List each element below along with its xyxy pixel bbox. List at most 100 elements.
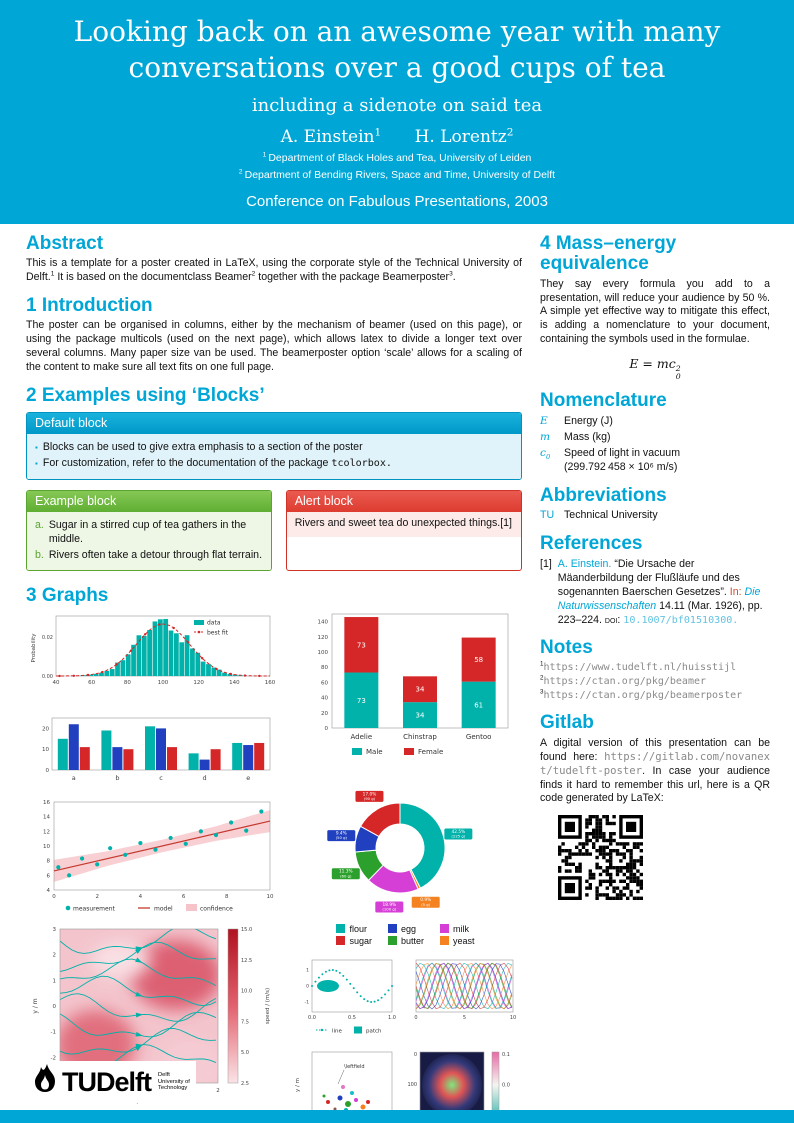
svg-text:d: d (203, 774, 207, 782)
doi-link[interactable]: 10.1007/bf01510300. (623, 614, 739, 626)
svg-text:0: 0 (53, 1004, 57, 1010)
alert-block: Alert block Rivers and sweet tea do unex… (285, 489, 522, 572)
default-block-item-1: ▪ Blocks can be used to give extra emphas… (35, 441, 363, 454)
svg-text:61: 61 (474, 701, 483, 709)
note-link-2[interactable]: https://ctan.org/pkg/beamer (543, 675, 707, 687)
svg-text:1: 1 (53, 978, 57, 984)
example-block-title: Example block (27, 490, 271, 512)
inline-code: tcolorbox. (331, 458, 392, 470)
svg-text:2.5: 2.5 (241, 1081, 249, 1087)
legend-item-sugar: sugar (336, 936, 372, 946)
legend-item-flour: flour (336, 924, 372, 934)
default-block-title: Default block (27, 413, 521, 435)
svg-text:5: 5 (463, 1015, 466, 1021)
svg-text:(100 g): (100 g) (382, 906, 396, 911)
svg-text:120: 120 (193, 680, 204, 686)
svg-text:(90 g): (90 g) (364, 796, 376, 801)
svg-text:73: 73 (356, 641, 365, 649)
example-alert-row: Example block a. Sugar in a stirred cup o… (26, 484, 522, 575)
svg-text:c: c (159, 774, 163, 782)
nomenclature-row-m: m Mass (kg) (540, 431, 611, 444)
svg-text:34: 34 (415, 686, 424, 694)
references-heading: References (540, 533, 643, 555)
mass-energy-heading: 4 Mass–energy equivalence (540, 232, 677, 275)
note-item-1: 1https://www.tudelft.nl/huisstijl (540, 660, 737, 673)
author-2: H. Lorentz2 (414, 126, 514, 147)
small-multiples-chart: -1010.00.51.0linepatch0510\leftfield-2.5… (288, 952, 523, 1123)
example-item-b: b. Rivers often take a detour through fla… (35, 548, 263, 561)
note-link-1[interactable]: https://www.tudelft.nl/huisstijl (543, 662, 737, 673)
svg-text:speed / (m/s): speed / (m/s) (265, 988, 271, 1024)
example-item-a: a. Sugar in a stirred cup of tea gathers … (35, 518, 247, 545)
svg-text:58: 58 (474, 656, 483, 664)
note-link-3[interactable]: https://ctan.org/pkg/beamerposter (543, 689, 743, 701)
affiliation-1: 1 Department of Black Holes and Tea, Uni… (262, 151, 532, 164)
svg-text:10: 10 (42, 747, 49, 753)
logo-subtext: Delft University of Technology (158, 1072, 190, 1092)
svg-text:34: 34 (415, 711, 424, 719)
footer-bar (0, 1110, 794, 1123)
svg-text:100: 100 (407, 1082, 417, 1088)
alert-block-title: Alert block (286, 490, 521, 512)
svg-text:Probability: Probability (31, 633, 37, 663)
notes-list: 1https://www.tudelft.nl/huisstijl 2https:… (540, 660, 770, 702)
svg-text:6: 6 (182, 894, 186, 900)
svg-text:16: 16 (43, 800, 50, 806)
mass-energy-formula: E = mc 2 0 (629, 356, 681, 381)
svg-text:2: 2 (95, 894, 99, 900)
svg-text:line: line (332, 1028, 343, 1034)
svg-text:0.0: 0.0 (308, 1015, 316, 1021)
svg-text:(50 g): (50 g) (336, 835, 348, 840)
svg-text:0.00: 0.00 (42, 674, 53, 680)
logo-text: TUDelft (62, 1066, 152, 1097)
author-1: A. Einstein1 (280, 126, 382, 147)
introduction-text: The poster can be organised in columns, … (26, 319, 522, 374)
poster-header: Looking back on an awesome year with man… (0, 0, 794, 224)
poster-body: Abstract This is a template for a poster… (0, 224, 794, 1123)
svg-text:40: 40 (321, 695, 328, 701)
svg-text:b: b (115, 774, 119, 782)
svg-text:2: 2 (216, 1088, 220, 1094)
svg-text:0: 0 (324, 726, 328, 732)
charts-right-column: 0 20 40 60 80 100 120 140 73 73 Adelie 34 34 Chinstra… (288, 610, 523, 1123)
svg-text:a: a (72, 774, 76, 782)
default-block-item-2: ▪ For customization, refer to the documen… (35, 457, 392, 470)
svg-text:measurement: measurement (73, 905, 116, 912)
svg-text:160: 160 (265, 680, 276, 686)
svg-text:Adelie: Adelie (350, 733, 372, 741)
svg-text:15.0: 15.0 (241, 927, 252, 933)
svg-text:4: 4 (47, 888, 51, 894)
svg-text:100: 100 (317, 650, 328, 656)
gitlab-link[interactable]: https://gitlab.com/novanext/tudelft-post… (540, 750, 770, 777)
svg-text:0: 0 (306, 983, 309, 989)
svg-text:confidence: confidence (200, 905, 233, 912)
conference-line: Conference on Fabulous Presentations, 20… (246, 192, 548, 210)
note-item-3: 3https://ctan.org/pkg/beamerposter (540, 688, 743, 701)
svg-text:10: 10 (267, 894, 274, 900)
gitlab-text: A digital version of this presentation c… (540, 736, 770, 805)
default-block-body: ▪ Blocks can be used to give extra emphas… (27, 434, 521, 479)
abstract-text: This is a template for a poster created … (26, 257, 522, 284)
tudelft-logo: TUDelft Delft University of Technology (30, 1061, 196, 1103)
legend-item-yeast: yeast (440, 936, 475, 946)
svg-text:9.4%: 9.4% (336, 830, 347, 836)
svg-text:0: 0 (46, 768, 50, 774)
svg-text:42.5%: 42.5% (452, 829, 466, 835)
svg-text:patch: patch (366, 1028, 382, 1034)
example-block: Example block a. Sugar in a stirred cup o… (26, 489, 272, 572)
svg-text:Chinstrap: Chinstrap (403, 733, 437, 741)
svg-text:140: 140 (317, 619, 328, 625)
svg-text:e: e (246, 774, 250, 782)
svg-text:18.9%: 18.9% (382, 902, 396, 908)
nomenclature-row-E: E Energy (J) (540, 414, 613, 427)
svg-text:best fit: best fit (207, 629, 229, 636)
svg-text:11.3%: 11.3% (339, 869, 353, 875)
introduction-heading: 1 Introduction (26, 294, 153, 316)
graphs-heading: 3 Graphs (26, 585, 109, 607)
nomenclature-row-c0: c0 Speed of light in vacuum (299.792 458 ×… (540, 447, 681, 474)
note-item-2: 2https://ctan.org/pkg/beamer (540, 674, 707, 687)
svg-text:40: 40 (53, 680, 60, 686)
svg-text:-2: -2 (51, 1055, 56, 1061)
qr-code (554, 811, 770, 909)
